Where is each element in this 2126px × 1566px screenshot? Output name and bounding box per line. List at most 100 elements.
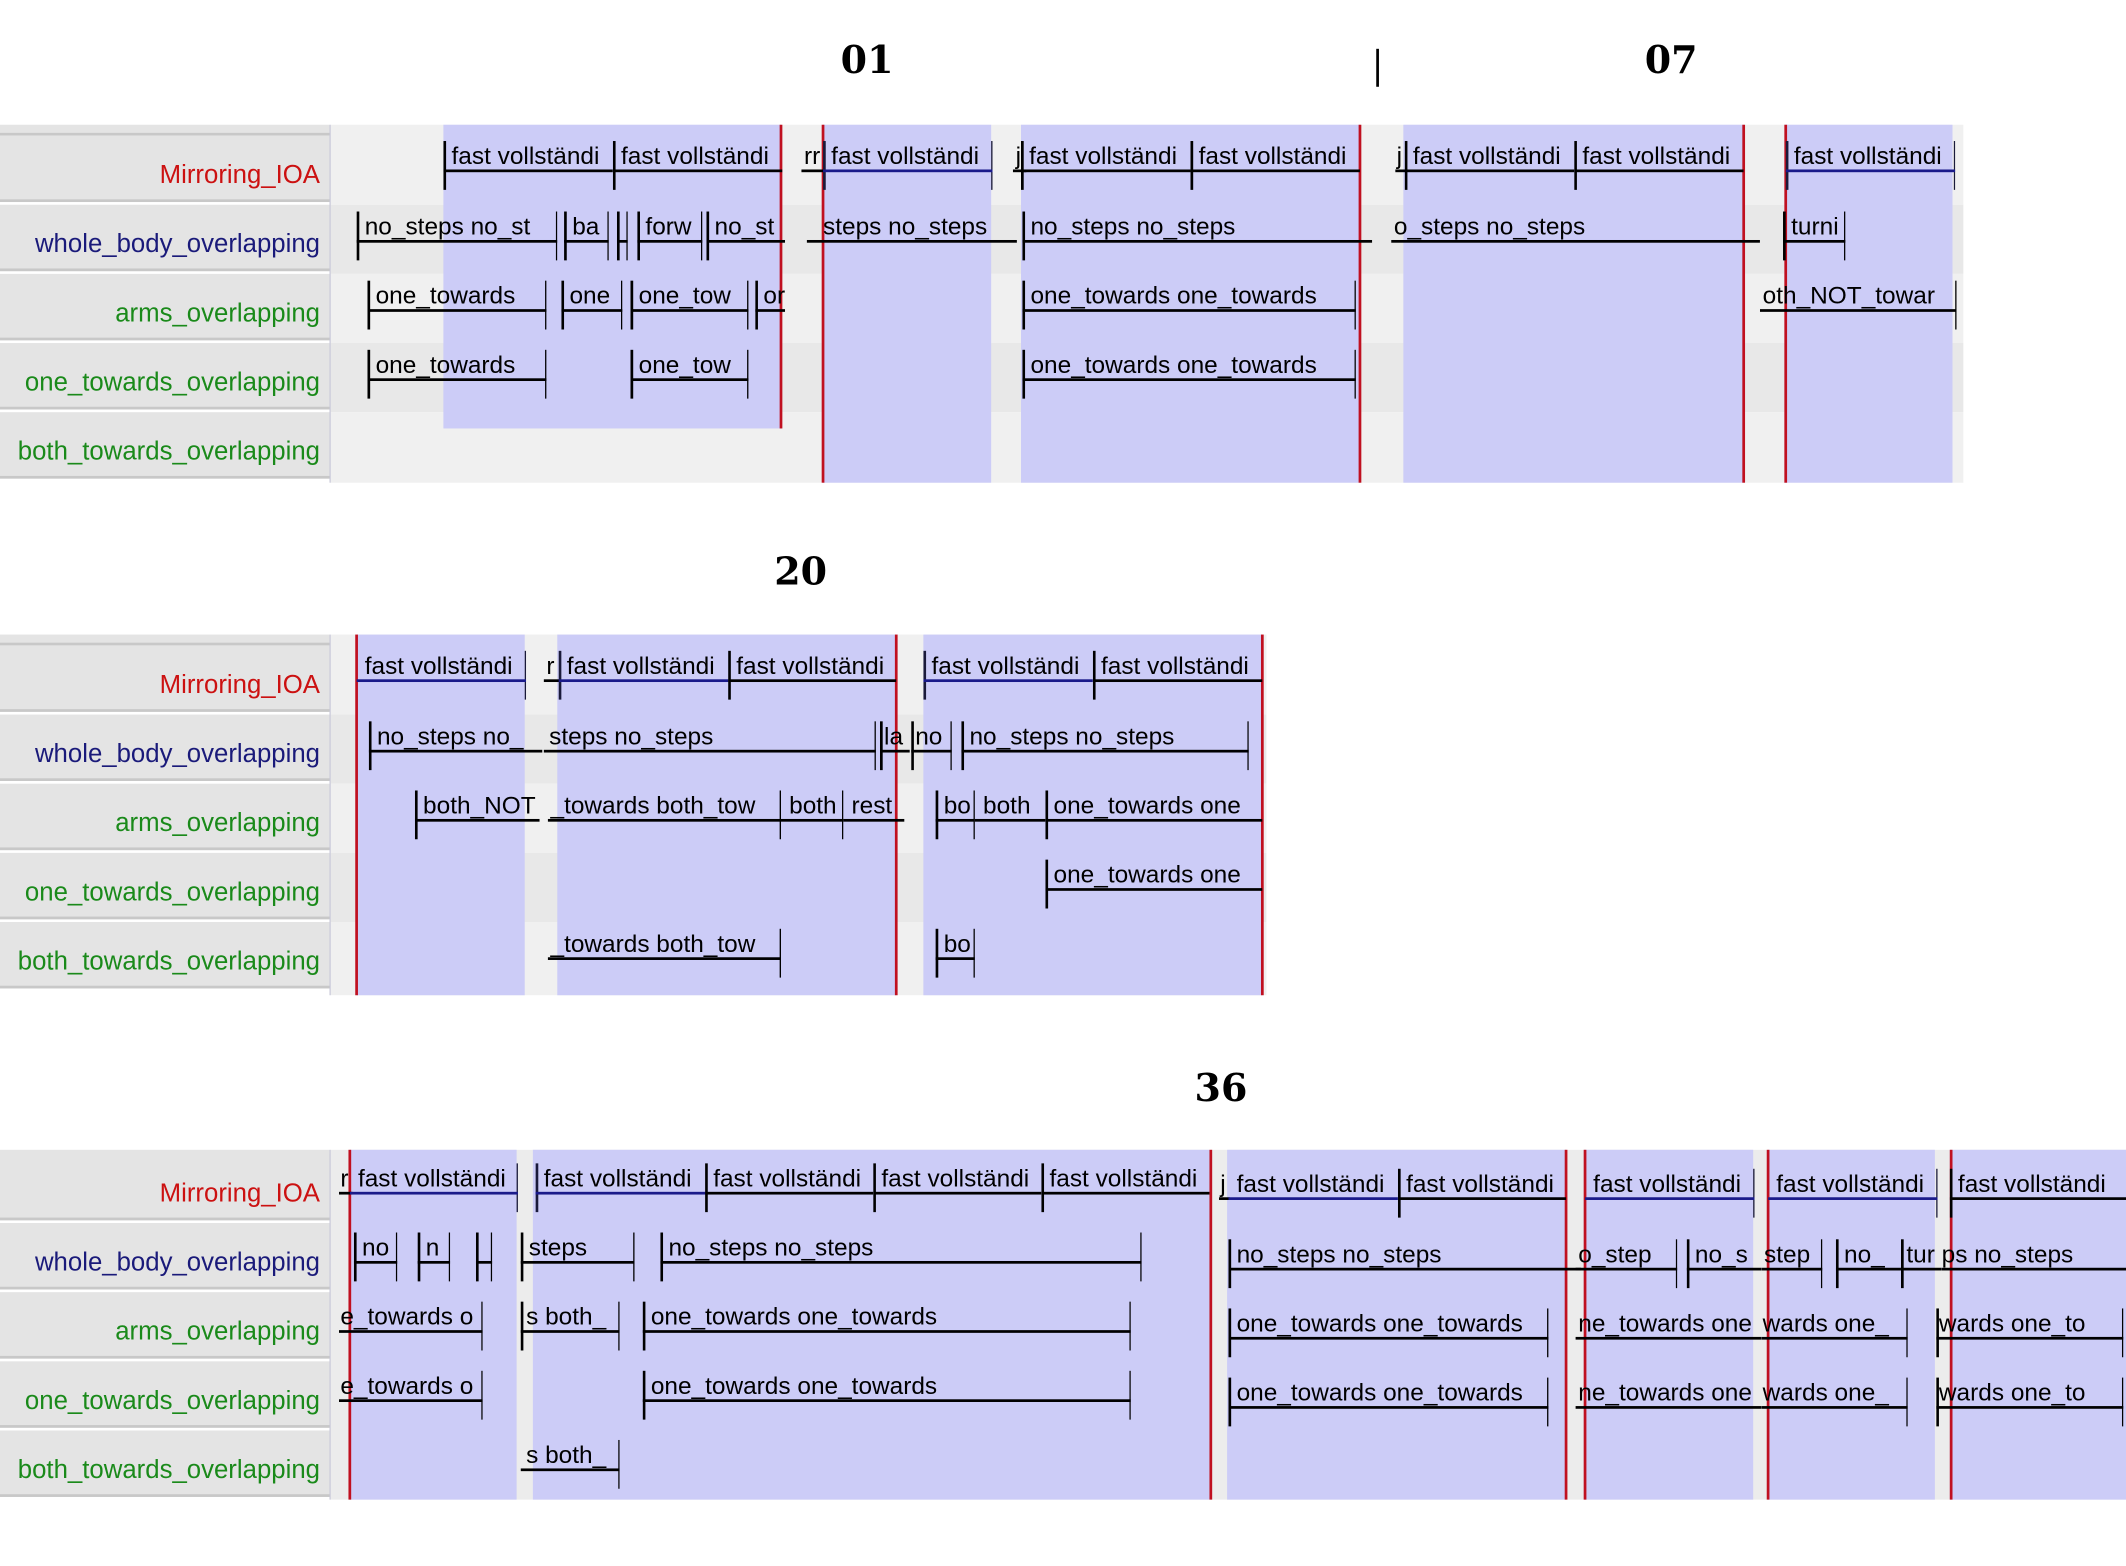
tier-label-arms[interactable]: arms_overlapping — [0, 783, 330, 851]
annotation[interactable]: no_s — [1686, 1234, 1762, 1289]
annotation[interactable]: fast vollständi — [1228, 1163, 1398, 1217]
annotation[interactable]: fast vollständi — [612, 136, 783, 190]
annotation[interactable]: or — [755, 275, 786, 330]
tier-label-both-towards[interactable]: both_towards_overlapping — [0, 412, 330, 479]
annotation[interactable]: fast vollständi — [535, 1158, 706, 1213]
tier-label-one-towards[interactable]: one_towards_overlapping — [0, 1361, 330, 1428]
annotation[interactable]: one_tow — [630, 275, 749, 330]
annotation[interactable]: fast vollständi — [558, 645, 729, 700]
annotation[interactable]: o_step — [1575, 1234, 1678, 1289]
tier-label-one-towards[interactable]: one_towards_overlapping — [0, 852, 330, 920]
annotation[interactable]: forw — [637, 206, 703, 261]
annotation[interactable]: e_towards o — [338, 1296, 483, 1351]
annotation[interactable]: rr — [801, 136, 824, 190]
annotation[interactable]: wards one_to — [1936, 1372, 2124, 1427]
tier-label-mirroring-ioa[interactable]: Mirroring_IOA — [0, 1153, 330, 1221]
annotation[interactable]: no_steps no_steps — [1228, 1234, 1581, 1289]
annotation[interactable]: j — [1218, 1163, 1230, 1217]
tier-label-arms[interactable]: arms_overlapping — [0, 1292, 330, 1359]
annotation[interactable]: fast vollständi — [1190, 136, 1360, 190]
annotation[interactable]: bo — [935, 923, 975, 978]
tier-label-both-towards[interactable]: both_towards_overlapping — [0, 922, 330, 989]
annotation[interactable]: both — [780, 785, 844, 840]
annotation[interactable]: tur — [1900, 1234, 1942, 1289]
annotation[interactable]: step — [1761, 1234, 1823, 1289]
annotation[interactable]: one_towards — [367, 344, 547, 399]
annotation[interactable]: one_towards one_towards — [1022, 344, 1356, 399]
tier-label-one-towards[interactable]: one_towards_overlapping — [0, 343, 330, 410]
selection-region[interactable] — [532, 1149, 1210, 1500]
annotation[interactable]: fast vollständi — [1574, 136, 1744, 190]
annotation[interactable]: _towards both_tow — [547, 923, 781, 978]
annotation[interactable]: fast vollständi — [1020, 136, 1191, 190]
annotation[interactable]: fast vollständi — [349, 1158, 518, 1213]
annotation[interactable]: steps — [520, 1227, 635, 1282]
annotation[interactable]: fast vollständi — [1404, 136, 1575, 190]
selection-region[interactable] — [349, 1149, 517, 1500]
annotation[interactable]: fast vollständi — [1041, 1158, 1210, 1213]
annotation[interactable]: la — [879, 716, 910, 771]
tier-label-mirroring-ioa[interactable]: Mirroring_IOA — [0, 135, 330, 203]
annotation[interactable]: ne_towards one — [1575, 1372, 1762, 1426]
annotation[interactable]: one_towards one_towards — [1228, 1372, 1549, 1427]
annotation[interactable]: ba — [564, 206, 609, 261]
annotation[interactable]: fast vollständi — [728, 645, 897, 700]
annotation[interactable]: both — [974, 785, 1046, 839]
timeline-track[interactable]: fast vollständi fast vollständi rr fast … — [329, 124, 1964, 483]
annotation[interactable]: steps no_steps — [543, 716, 876, 771]
annotation[interactable]: fast vollständi — [1785, 136, 1956, 190]
annotation[interactable]: no — [911, 716, 952, 771]
tier-label-mirroring-ioa[interactable]: Mirroring_IOA — [0, 645, 330, 712]
annotation[interactable]: both_NOT — [414, 785, 540, 840]
selection-region[interactable] — [1227, 1149, 1567, 1500]
tier-label-whole-body[interactable]: whole_body_overlapping — [0, 714, 330, 781]
annotation[interactable]: fast vollständi — [1768, 1163, 1938, 1218]
annotation[interactable]: wards one_ — [1761, 1372, 1908, 1427]
annotation[interactable]: one_towards one — [1045, 854, 1263, 909]
annotation[interactable]: no_steps no_steps — [961, 716, 1249, 771]
annotation[interactable]: one_towards one_towards — [642, 1296, 1131, 1351]
annotation[interactable]: fast vollständi — [1585, 1163, 1755, 1218]
selection-region[interactable] — [1583, 1149, 1754, 1500]
annotation[interactable]: one_towards one_towards — [642, 1365, 1131, 1420]
tier-label-whole-body[interactable]: whole_body_overlapping — [0, 1223, 330, 1290]
annotation[interactable]: fast vollständi — [356, 645, 527, 700]
annotation[interactable]: one — [561, 275, 623, 330]
selection-region[interactable] — [557, 634, 897, 996]
annotation[interactable]: one_towards one — [1045, 785, 1263, 840]
annotation[interactable]: fast vollständi — [923, 645, 1093, 700]
annotation[interactable]: no_ — [1835, 1234, 1901, 1289]
annotation[interactable]: rest — [843, 785, 905, 839]
timeline-track[interactable]: r fast vollständi fast vollständi fast v… — [329, 1149, 2126, 1500]
annotation[interactable]: ne_towards one — [1575, 1303, 1762, 1357]
annotation[interactable]: fast vollständi — [1092, 645, 1263, 700]
annotation[interactable]: fast vollständi — [443, 136, 613, 190]
annotation[interactable]: no — [353, 1227, 398, 1282]
annotation[interactable]: turni — [1783, 206, 1846, 261]
annotation[interactable]: no_steps no_st — [356, 206, 558, 261]
selection-region[interactable] — [1784, 124, 1953, 483]
annotation[interactable]: fast vollständi — [1949, 1163, 2126, 1218]
annotation[interactable]: one_towards one_towards — [1022, 275, 1356, 330]
annotation[interactable]: s both_ — [520, 1435, 620, 1489]
selection-region[interactable] — [923, 634, 1263, 996]
annotation[interactable]: r — [543, 645, 560, 699]
annotation[interactable]: n — [417, 1227, 451, 1282]
annotation[interactable] — [475, 1227, 493, 1282]
selection-region[interactable] — [1403, 124, 1744, 483]
annotation[interactable]: e_towards o — [338, 1365, 483, 1420]
annotation[interactable]: wards one_ — [1761, 1303, 1908, 1358]
tier-label-arms[interactable]: arms_overlapping — [0, 273, 330, 341]
annotation[interactable]: j — [1395, 136, 1407, 190]
annotation[interactable]: fast vollständi — [823, 136, 993, 190]
annotation[interactable]: one_tow — [630, 344, 749, 399]
annotation[interactable]: ps no_steps — [1941, 1234, 2126, 1288]
annotation[interactable]: no_steps no_ — [368, 716, 543, 771]
timeline-track[interactable]: fast vollständi r fast vollständi fast v… — [329, 634, 1267, 996]
annotation[interactable]: fast vollständi — [1397, 1163, 1567, 1218]
annotation[interactable]: s both_ — [520, 1296, 620, 1351]
annotation[interactable]: wards one_to — [1936, 1303, 2124, 1358]
annotation[interactable]: no_steps no_steps — [660, 1227, 1142, 1282]
tier-label-whole-body[interactable]: whole_body_overlapping — [0, 204, 330, 272]
annotation[interactable]: steps no_steps — [806, 206, 1017, 260]
